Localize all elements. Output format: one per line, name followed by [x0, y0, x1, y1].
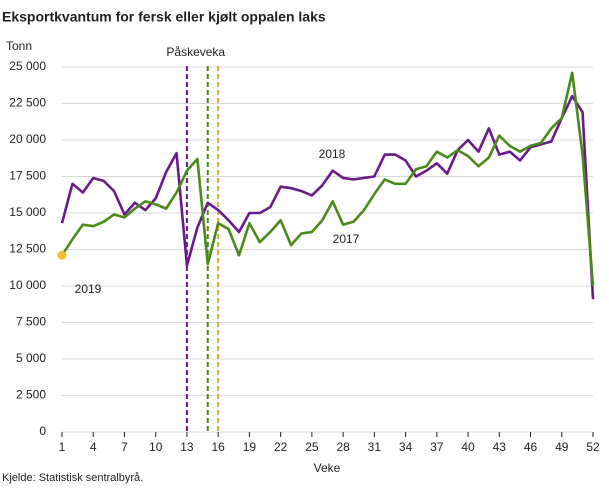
y-tick-label: 5 000 — [16, 351, 46, 365]
y-tick-label: 7 500 — [16, 315, 46, 329]
x-tick-label: 25 — [305, 440, 319, 454]
x-tick-label: 43 — [493, 440, 507, 454]
y-tick-label: 25 000 — [9, 59, 46, 73]
x-tick-label: 28 — [336, 440, 350, 454]
chart-title: Eksportkvantum for fersk eller kjølt opp… — [2, 9, 326, 25]
y-tick-label: 12 500 — [9, 242, 46, 256]
x-tick-label: 34 — [399, 440, 413, 454]
x-tick-label: 52 — [586, 440, 600, 454]
y-tick-label: 10 000 — [9, 278, 46, 292]
series-label: 2019 — [75, 282, 102, 296]
x-tick-label: 46 — [524, 440, 538, 454]
y-tick-label: 2 500 — [16, 388, 46, 402]
series-line — [60, 94, 595, 300]
x-tick-label: 40 — [461, 440, 475, 454]
x-axis-label: Veke — [314, 461, 341, 475]
series-label: 2018 — [319, 147, 346, 161]
x-tick-label: 1 — [59, 440, 66, 454]
y-tick-label: 15 000 — [9, 205, 46, 219]
point — [57, 250, 67, 260]
x-tick-label: 4 — [90, 440, 97, 454]
x-tick-label: 22 — [274, 440, 288, 454]
y-axis-label: Tonn — [6, 39, 32, 53]
y-tick-label: 0 — [39, 424, 46, 438]
y-tick-label: 17 500 — [9, 169, 46, 183]
x-tick-label: 7 — [121, 440, 128, 454]
x-tick-label: 37 — [430, 440, 444, 454]
easter-label: Påskeveka — [166, 45, 225, 59]
series-label: 2017 — [333, 232, 360, 246]
x-tick-label: 19 — [243, 440, 257, 454]
x-tick-label: 10 — [149, 440, 163, 454]
x-tick-label: 49 — [555, 440, 569, 454]
y-tick-label: 20 000 — [9, 132, 46, 146]
source: Kjelde: Statistisk sentralbyrå. — [2, 472, 143, 484]
y-tick-label: 22 500 — [9, 96, 46, 110]
x-tick-label: 13 — [180, 440, 194, 454]
x-tick-label: 31 — [368, 440, 382, 454]
x-tick-label: 16 — [211, 440, 225, 454]
series-line — [60, 71, 595, 287]
